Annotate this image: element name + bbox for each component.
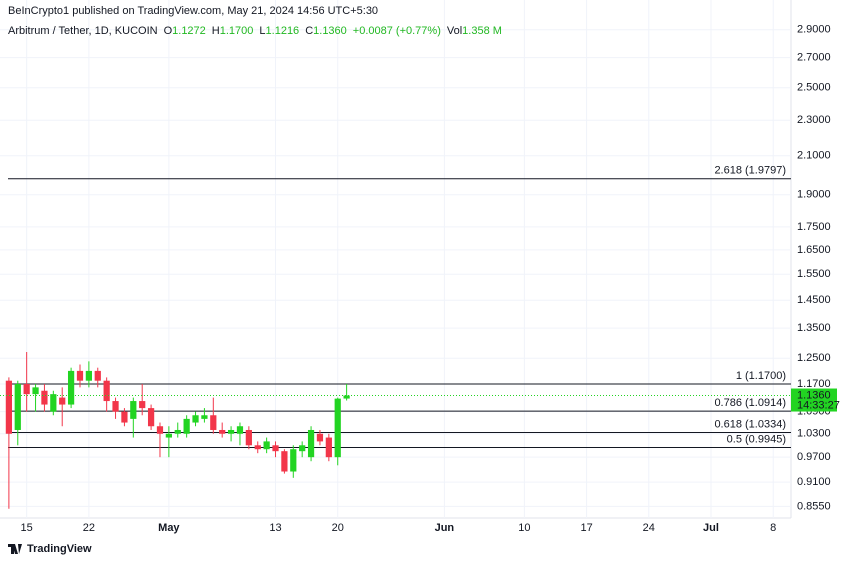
legend-key: L xyxy=(259,25,266,37)
y-tick-label: 0.9700 xyxy=(797,451,831,463)
candle-body xyxy=(14,384,21,430)
candle-body xyxy=(121,411,128,423)
legend-value: +0.0087 (+0.77%) xyxy=(352,25,441,37)
y-tick-label: 0.8550 xyxy=(797,500,831,512)
y-tick-label: 1.4500 xyxy=(797,294,831,306)
ohlc-legend: Arbitrum / Tether, 1D, KUCOIN O1.1272 H1.1… xyxy=(8,25,502,37)
y-tick-label: 1.6500 xyxy=(797,244,831,256)
fib-label: 1 (1.1700) xyxy=(736,370,786,382)
candle-body xyxy=(210,415,217,430)
candle-body xyxy=(192,415,199,423)
x-tick-label: Jun xyxy=(435,522,455,534)
candle-body xyxy=(334,398,341,458)
candle-body xyxy=(219,429,226,434)
candle-body xyxy=(174,429,181,434)
last-price-box xyxy=(791,388,837,412)
x-tick-label: 8 xyxy=(770,522,776,534)
candle-body xyxy=(139,401,146,409)
x-tick-label: 13 xyxy=(269,522,281,534)
y-tick-label: 1.1700 xyxy=(797,378,831,390)
candle-body xyxy=(67,370,75,405)
fib-label: 0.786 (1.0914) xyxy=(714,397,786,409)
x-tick-label: 17 xyxy=(580,522,592,534)
y-tick-label: 1.7500 xyxy=(797,221,831,233)
candle-body xyxy=(272,445,279,452)
candle-body xyxy=(50,394,57,412)
symbol: Arbitrum / Tether, 1D, KUCOIN xyxy=(8,25,158,37)
legend-key: O xyxy=(163,25,173,37)
y-tick-label: 1.0300 xyxy=(797,428,831,440)
x-tick-label: 22 xyxy=(83,522,95,534)
candle-body xyxy=(103,380,110,402)
y-tick-label: 2.9000 xyxy=(797,24,831,36)
candle-body xyxy=(299,445,306,452)
candle-body xyxy=(5,380,12,434)
candle-body xyxy=(147,408,155,427)
y-tick-label: 2.7000 xyxy=(797,52,831,64)
candle-body xyxy=(316,433,324,442)
legend-value: 1.1360 xyxy=(313,25,347,37)
countdown: 14:33:27 xyxy=(797,399,840,411)
x-tick-label: 10 xyxy=(518,522,530,534)
candle-body xyxy=(201,415,208,419)
candle-body xyxy=(85,370,92,381)
legend-value: 1.1272 xyxy=(172,25,206,37)
candle-body xyxy=(290,449,297,472)
fib-label: 0.618 (1.0334) xyxy=(714,418,786,430)
fib-label: 0.5 (0.9945) xyxy=(727,433,786,445)
logo xyxy=(8,544,22,554)
candle-body xyxy=(307,429,315,458)
y-tick-label: 2.5000 xyxy=(797,82,831,94)
legend-key: C xyxy=(305,25,314,37)
last-price-label: 1.1360 xyxy=(797,389,831,401)
candle-body xyxy=(32,387,39,395)
candle-body xyxy=(41,390,48,405)
candle-body xyxy=(156,426,164,434)
candle-body xyxy=(263,441,270,450)
candle-body xyxy=(343,395,350,399)
candle-body xyxy=(130,401,137,419)
legend-value: 1.1700 xyxy=(219,25,254,37)
legend-value: 1.1216 xyxy=(265,25,300,37)
candle-body xyxy=(112,401,119,412)
footer: TradingView xyxy=(8,543,92,555)
x-tick-label: Jul xyxy=(703,522,719,534)
candle-body xyxy=(227,429,235,434)
y-tick-label: 2.1000 xyxy=(797,150,831,162)
x-tick-label: 15 xyxy=(21,522,33,534)
brand: TradingView xyxy=(27,543,92,555)
candle-body xyxy=(281,451,288,472)
legend-value: 1.358 M xyxy=(462,25,502,37)
y-tick-label: 1.2500 xyxy=(797,352,831,364)
fib-label: 2.618 (1.9797) xyxy=(714,165,786,177)
y-tick-label: 1.5500 xyxy=(797,268,831,280)
x-tick-label: May xyxy=(158,522,180,534)
y-tick-label: 2.3000 xyxy=(797,114,831,126)
candle-body xyxy=(183,418,190,434)
candle-body xyxy=(23,384,30,395)
legend-key: H xyxy=(211,25,220,37)
candle-body xyxy=(236,426,244,434)
x-tick-label: 24 xyxy=(643,522,655,534)
candle-body xyxy=(254,445,261,450)
candle-body xyxy=(325,437,332,458)
publish-line: BeInCrypto1 published on TradingView.com… xyxy=(8,5,379,17)
candle-body xyxy=(245,429,252,446)
y-tick-label: 0.9100 xyxy=(797,476,831,488)
candle-body xyxy=(165,433,172,438)
candle-body xyxy=(59,397,66,405)
y-tick-label: 1.3500 xyxy=(797,322,831,334)
legend-key: Vol xyxy=(446,25,463,37)
candle-body xyxy=(94,370,101,381)
y-tick-label: 1.9000 xyxy=(797,189,831,201)
x-tick-label: 20 xyxy=(332,522,344,534)
candle-body xyxy=(76,370,84,381)
